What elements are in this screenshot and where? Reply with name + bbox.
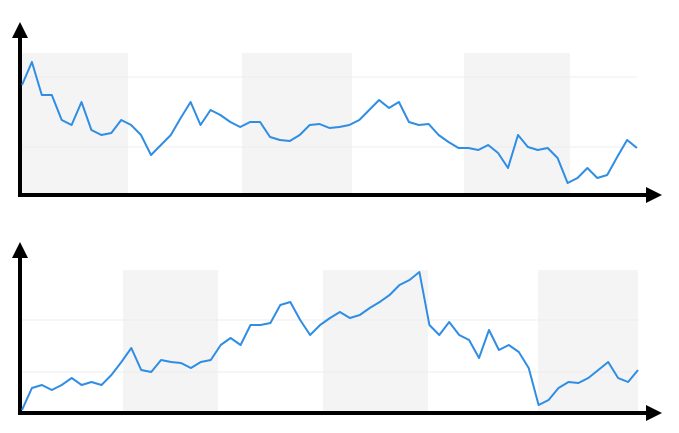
- bands: [22, 53, 638, 411]
- band: [123, 270, 218, 411]
- axis-arrow: [12, 22, 28, 38]
- band: [464, 53, 570, 193]
- axis-arrow: [646, 187, 662, 203]
- data-line: [21, 61, 638, 184]
- band: [323, 270, 428, 411]
- band: [22, 53, 128, 193]
- axes: [12, 22, 662, 421]
- guides: [22, 76, 638, 373]
- axis-arrow: [12, 242, 28, 258]
- band: [538, 270, 638, 411]
- axis-arrow: [646, 405, 662, 421]
- data-line: [21, 271, 639, 411]
